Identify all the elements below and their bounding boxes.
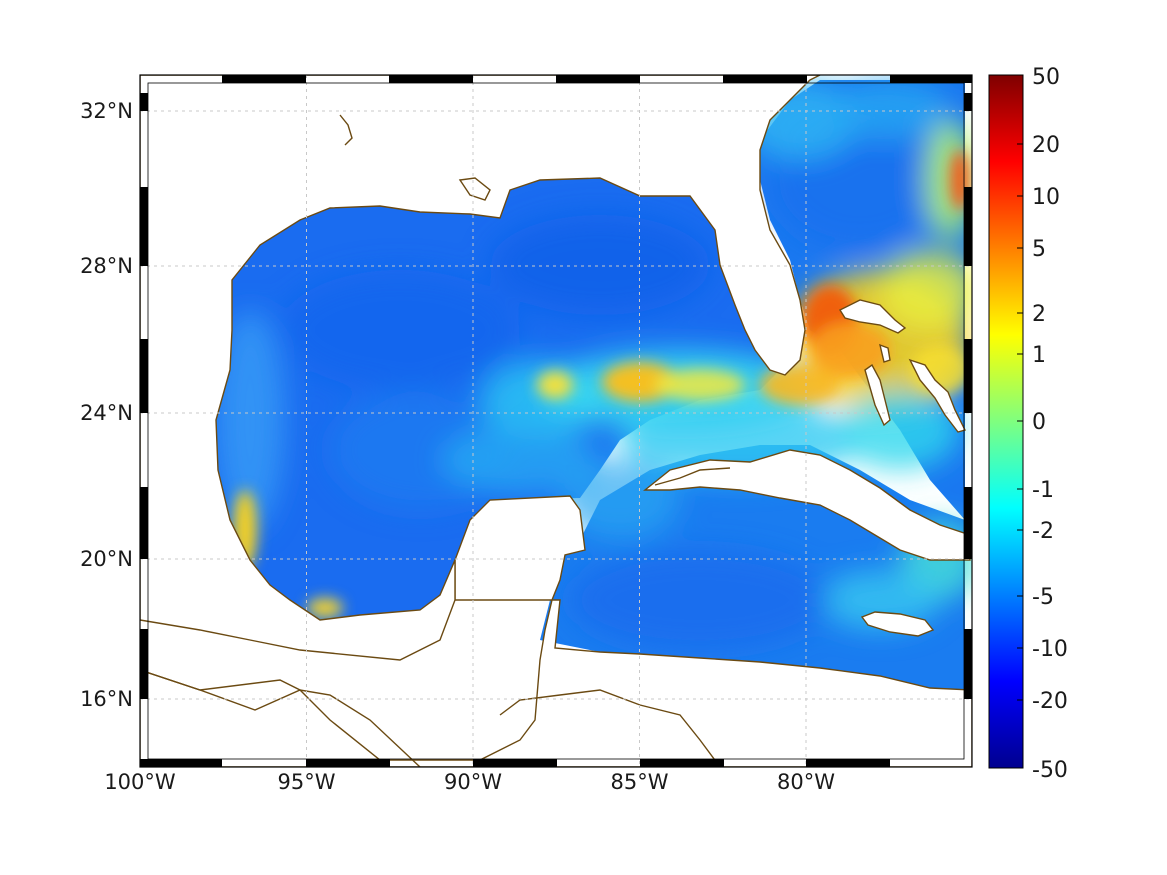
colorbar-tick-label: -1 — [1032, 478, 1054, 503]
y-tick-label: 24°N — [80, 401, 133, 425]
colorbar-tick-label: 50 — [1032, 65, 1060, 90]
colorbar-ticks — [1017, 143, 1023, 701]
y-tick-label: 20°N — [80, 547, 133, 571]
colorbar-tick-label: 1 — [1032, 343, 1046, 368]
colorbar-tick-label: -10 — [1032, 637, 1068, 662]
y-tick-label: 16°N — [80, 687, 133, 711]
colorbar-tick-label: 20 — [1032, 133, 1060, 158]
colorbar-tick-label: 5 — [1032, 237, 1046, 262]
x-tick-label: 90°W — [444, 770, 502, 794]
y-axis-labels: 32°N 28°N 24°N 20°N 16°N — [80, 99, 133, 711]
colorbar-tick-label: 0 — [1032, 410, 1046, 435]
graticule — [140, 75, 972, 767]
x-tick-label: 95°W — [278, 770, 336, 794]
y-tick-label: 32°N — [80, 99, 133, 123]
y-tick-label: 28°N — [80, 254, 133, 278]
colorbar-tick-label: -20 — [1032, 689, 1068, 714]
colorbar-tick-label: 2 — [1032, 302, 1046, 327]
colorbar: 50 20 10 5 2 1 0 -1 -2 -5 -10 -20 -50 — [988, 65, 1068, 783]
x-tick-label: 80°W — [777, 770, 835, 794]
colorbar-tick-label: -50 — [1032, 758, 1068, 783]
map-frame — [139, 74, 973, 768]
colorbar-tick-label: -5 — [1032, 585, 1054, 610]
colorbar-tick-label: -2 — [1032, 519, 1054, 544]
x-axis-labels: 100°W 95°W 90°W 85°W 80°W — [104, 770, 835, 794]
x-tick-label: 100°W — [104, 770, 176, 794]
colorbar-tick-label: 10 — [1032, 185, 1060, 210]
x-tick-label: 85°W — [611, 770, 669, 794]
